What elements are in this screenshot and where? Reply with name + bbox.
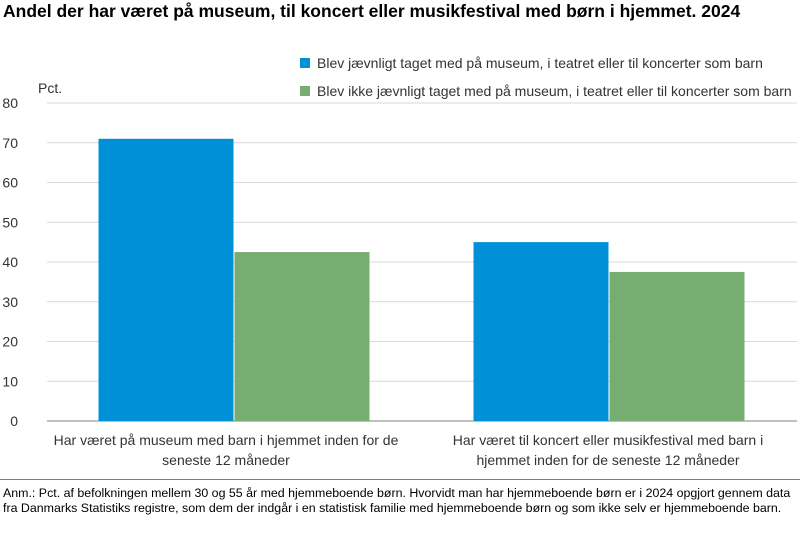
x-category-label-1: Har været på museum med barn i hjemmet i… bbox=[53, 432, 399, 468]
y-tick-label: 50 bbox=[2, 214, 18, 230]
bar-series-1-category-2 bbox=[473, 242, 609, 421]
bar-chart: 0 10 20 30 40 50 60 70 80 bbox=[2, 95, 797, 429]
y-tick-label: 20 bbox=[2, 334, 18, 350]
bar-series-1-category-1 bbox=[98, 138, 234, 421]
y-tick-label: 30 bbox=[2, 294, 18, 310]
bar-series-2-category-1 bbox=[234, 252, 370, 421]
legend-label-series-2: Blev ikke jævnligt taget med på museum, … bbox=[317, 83, 792, 99]
y-tick-label: 80 bbox=[2, 95, 18, 111]
legend-item-series-1: Blev jævnligt taget med på museum, i tea… bbox=[300, 49, 792, 77]
legend-swatch-series-2 bbox=[300, 86, 310, 96]
chart-title: Andel der har været på museum, til konce… bbox=[3, 1, 741, 21]
x-category-label-2: Har været til koncert eller musikfestiva… bbox=[452, 432, 764, 468]
y-axis-unit-label: Pct. bbox=[38, 80, 63, 96]
y-tick-label: 40 bbox=[2, 254, 18, 270]
bar-series-2-category-2 bbox=[609, 271, 745, 421]
legend-swatch-series-1 bbox=[300, 58, 310, 68]
y-tick-label: 0 bbox=[10, 413, 18, 429]
legend-item-series-2: Blev ikke jævnligt taget med på museum, … bbox=[300, 77, 792, 105]
footnote-divider bbox=[0, 479, 800, 480]
footnote: Anm.: Pct. af befolkningen mellem 30 og … bbox=[3, 486, 791, 515]
y-tick-label: 10 bbox=[2, 373, 18, 389]
y-tick-label: 70 bbox=[2, 135, 18, 151]
y-tick-label: 60 bbox=[2, 175, 18, 191]
legend: Blev jævnligt taget med på museum, i tea… bbox=[300, 49, 792, 105]
legend-label-series-1: Blev jævnligt taget med på museum, i tea… bbox=[317, 55, 763, 71]
